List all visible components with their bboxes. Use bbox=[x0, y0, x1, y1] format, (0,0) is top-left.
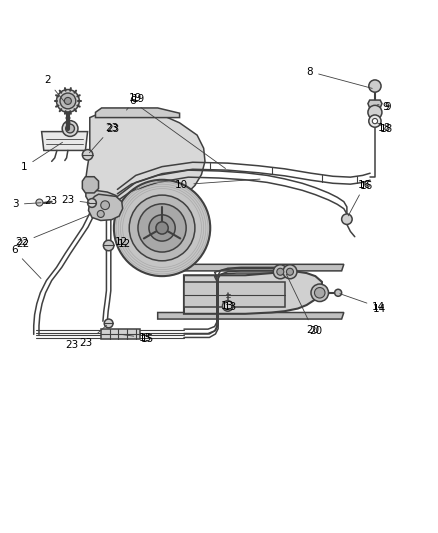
Circle shape bbox=[369, 80, 381, 92]
Text: 14: 14 bbox=[340, 294, 385, 312]
Circle shape bbox=[273, 265, 287, 279]
Circle shape bbox=[101, 201, 110, 209]
Polygon shape bbox=[95, 108, 180, 118]
Text: 13: 13 bbox=[224, 302, 237, 312]
Circle shape bbox=[283, 265, 297, 279]
Polygon shape bbox=[158, 264, 344, 271]
Text: 2: 2 bbox=[44, 75, 65, 102]
Text: 18: 18 bbox=[380, 124, 393, 134]
Text: 22: 22 bbox=[15, 215, 89, 247]
Circle shape bbox=[66, 124, 74, 133]
Circle shape bbox=[311, 284, 328, 302]
Circle shape bbox=[149, 215, 175, 241]
Text: 20: 20 bbox=[309, 326, 322, 336]
Circle shape bbox=[369, 115, 381, 127]
Circle shape bbox=[62, 120, 78, 136]
Text: 12: 12 bbox=[109, 238, 128, 247]
Polygon shape bbox=[184, 282, 285, 307]
Circle shape bbox=[103, 240, 114, 251]
Text: 23: 23 bbox=[66, 340, 79, 350]
Circle shape bbox=[277, 268, 284, 275]
Circle shape bbox=[36, 199, 43, 206]
Circle shape bbox=[335, 289, 342, 296]
Polygon shape bbox=[184, 272, 322, 314]
Text: 15: 15 bbox=[121, 333, 152, 343]
Circle shape bbox=[223, 301, 233, 311]
Polygon shape bbox=[88, 194, 123, 221]
Polygon shape bbox=[42, 132, 88, 150]
Polygon shape bbox=[82, 177, 99, 193]
Text: 8: 8 bbox=[307, 67, 372, 88]
Circle shape bbox=[156, 222, 168, 234]
Text: 15: 15 bbox=[141, 334, 154, 344]
Text: 9: 9 bbox=[378, 102, 389, 112]
Text: 6: 6 bbox=[129, 96, 226, 168]
Text: 23: 23 bbox=[61, 195, 89, 205]
Circle shape bbox=[314, 287, 325, 298]
Text: 22: 22 bbox=[17, 239, 30, 249]
Text: 12: 12 bbox=[117, 239, 131, 249]
Polygon shape bbox=[86, 188, 116, 206]
Circle shape bbox=[57, 90, 79, 112]
Text: 6: 6 bbox=[11, 245, 41, 279]
Circle shape bbox=[286, 268, 293, 275]
Text: 9: 9 bbox=[385, 102, 391, 112]
Circle shape bbox=[82, 150, 93, 160]
Polygon shape bbox=[101, 329, 140, 339]
Circle shape bbox=[64, 98, 71, 104]
Text: 10: 10 bbox=[175, 179, 260, 190]
Circle shape bbox=[88, 199, 96, 207]
Text: 18: 18 bbox=[377, 123, 391, 133]
Circle shape bbox=[368, 106, 382, 119]
Polygon shape bbox=[86, 110, 205, 213]
Circle shape bbox=[129, 195, 195, 261]
Text: 13: 13 bbox=[221, 302, 234, 311]
Polygon shape bbox=[368, 100, 382, 108]
Circle shape bbox=[342, 214, 352, 224]
Circle shape bbox=[97, 211, 104, 217]
Circle shape bbox=[372, 118, 378, 124]
Text: 23: 23 bbox=[44, 196, 57, 206]
Text: 16: 16 bbox=[360, 181, 373, 191]
Text: 16: 16 bbox=[348, 180, 371, 216]
Text: 19: 19 bbox=[127, 93, 142, 110]
Circle shape bbox=[104, 319, 113, 328]
Text: 14: 14 bbox=[373, 304, 386, 313]
Text: 23: 23 bbox=[80, 325, 106, 348]
Text: 3: 3 bbox=[12, 199, 41, 209]
Circle shape bbox=[114, 180, 210, 276]
Circle shape bbox=[138, 204, 186, 252]
Text: 1: 1 bbox=[21, 142, 63, 172]
Text: 23: 23 bbox=[106, 124, 119, 134]
Text: 23: 23 bbox=[89, 123, 118, 153]
Circle shape bbox=[60, 93, 76, 109]
Polygon shape bbox=[158, 312, 344, 319]
Text: 20: 20 bbox=[286, 274, 320, 335]
Text: 19: 19 bbox=[132, 94, 145, 104]
